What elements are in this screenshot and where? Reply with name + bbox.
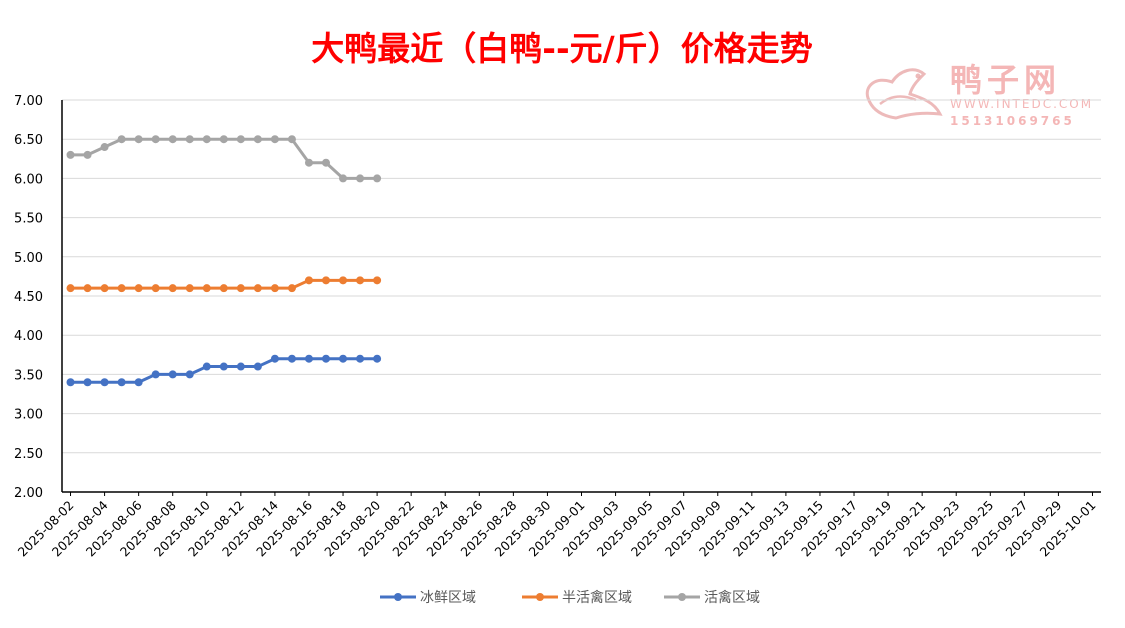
data-point [168,135,177,144]
y-tick-label: 4.00 [14,329,43,344]
y-tick-label: 2.00 [14,486,43,501]
watermark-phone: 15131069765 [950,114,1075,128]
data-point [168,370,177,379]
legend-label: 半活禽区域 [562,589,632,606]
data-point [202,362,211,371]
watermark-brand: 鸭子网 [950,61,1061,99]
data-point [236,362,245,371]
data-point [356,354,365,363]
legend-label: 活禽区域 [704,589,760,606]
data-point [219,362,228,371]
y-tick-label: 3.00 [14,408,43,423]
data-point [304,354,313,363]
y-tick-label: 2.50 [14,447,43,462]
data-point [236,284,245,293]
data-point [66,150,75,159]
data-point [83,150,92,159]
legend-marker [394,593,402,601]
y-tick-label: 6.50 [14,133,43,148]
data-point [134,135,143,144]
series-group [66,135,382,387]
data-point [253,135,262,144]
data-point [202,284,211,293]
data-point [322,276,331,285]
axes [61,100,1101,493]
data-point [322,158,331,167]
data-point [287,354,296,363]
data-point [100,378,109,387]
x-axis-ticks: 2025-08-022025-08-042025-08-062025-08-08… [15,492,1099,559]
data-point [83,378,92,387]
y-tick-label: 4.50 [14,290,43,305]
legend-marker [536,593,544,601]
data-point [66,378,75,387]
data-point [100,143,109,152]
data-point [304,276,313,285]
data-point [339,354,348,363]
data-point [287,135,296,144]
data-point [185,370,194,379]
legend: 冰鲜区域 半活禽区域 活禽区域 [380,589,760,606]
legend-label: 冰鲜区域 [420,590,476,606]
data-point [66,284,75,293]
data-point [151,135,160,144]
y-tick-label: 5.00 [14,251,43,266]
y-axis-ticks: 2.00 2.50 3.00 3.50 4.00 4.50 5.00 5.50 6.00 6.50… [14,94,43,501]
data-point [117,378,126,387]
y-tick-label: 5.50 [14,212,43,227]
data-point [253,362,262,371]
data-point [134,378,143,387]
data-point [339,174,348,183]
data-point [83,284,92,293]
data-point [117,284,126,293]
data-point [117,135,126,144]
data-point [219,135,228,144]
legend-marker [678,593,686,601]
data-point [356,174,365,183]
data-point [373,276,382,285]
data-point [270,354,279,363]
data-point [185,284,194,293]
data-point [373,354,382,363]
grid-lines [62,99,1101,454]
data-point [202,135,211,144]
data-point [373,174,382,183]
data-point [134,284,143,293]
data-point [356,276,365,285]
data-point [339,276,348,285]
data-point [151,284,160,293]
data-point [100,284,109,293]
data-point [270,284,279,293]
series-line [70,137,378,180]
data-point [219,284,228,293]
watermark: 鸭子网 WWW.INTEDC.COM 15131069765 [865,61,1093,128]
data-point [270,135,279,144]
data-point [287,284,296,293]
data-point [253,284,262,293]
y-tick-label: 7.00 [14,94,43,109]
chart-title: 大鸭最近（白鸭--元/斤）价格走势 [311,29,812,68]
duck-logo-icon [865,68,943,120]
data-point [168,284,177,293]
y-tick-label: 6.00 [14,172,43,187]
data-point [304,158,313,167]
data-point [236,135,245,144]
data-point [185,135,194,144]
data-point [151,370,160,379]
watermark-url: WWW.INTEDC.COM [950,97,1093,111]
data-point [322,354,331,363]
y-tick-label: 3.50 [14,368,43,383]
